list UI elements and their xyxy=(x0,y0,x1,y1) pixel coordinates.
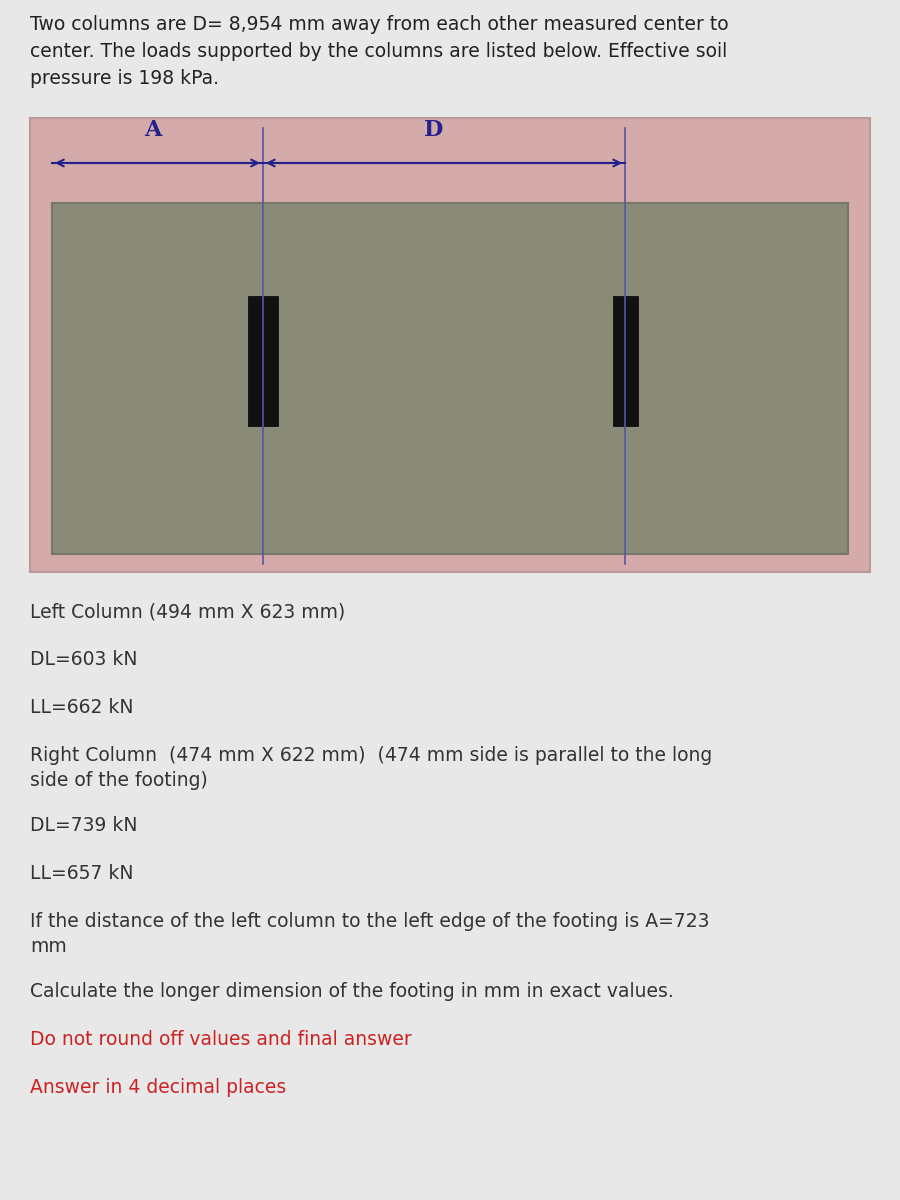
Text: Do not round off values and final answer: Do not round off values and final answer xyxy=(30,1030,412,1049)
Text: Calculate the longer dimension of the footing in mm in exact values.: Calculate the longer dimension of the fo… xyxy=(30,982,674,1001)
Text: DL=603 kN: DL=603 kN xyxy=(30,650,138,670)
Text: DL=739 kN: DL=739 kN xyxy=(30,816,138,835)
Bar xyxy=(613,296,637,426)
Text: D: D xyxy=(425,119,444,140)
Text: Answer in 4 decimal places: Answer in 4 decimal places xyxy=(30,1078,286,1097)
Bar xyxy=(248,296,278,426)
Text: Left Column (494 mm X 623 mm): Left Column (494 mm X 623 mm) xyxy=(30,602,346,622)
Text: LL=662 kN: LL=662 kN xyxy=(30,698,133,716)
Text: LL=657 kN: LL=657 kN xyxy=(30,864,133,883)
Text: If the distance of the left column to the left edge of the footing is A=723
mm: If the distance of the left column to th… xyxy=(30,912,709,956)
Text: Right Column  (474 mm X 622 mm)  (474 mm side is parallel to the long
side of th: Right Column (474 mm X 622 mm) (474 mm s… xyxy=(30,746,712,790)
Text: A: A xyxy=(144,119,161,140)
Text: Two columns are D= 8,954 mm away from each other measured center to
center. The : Two columns are D= 8,954 mm away from ea… xyxy=(30,14,729,89)
Bar xyxy=(30,118,870,572)
Bar xyxy=(52,203,848,554)
